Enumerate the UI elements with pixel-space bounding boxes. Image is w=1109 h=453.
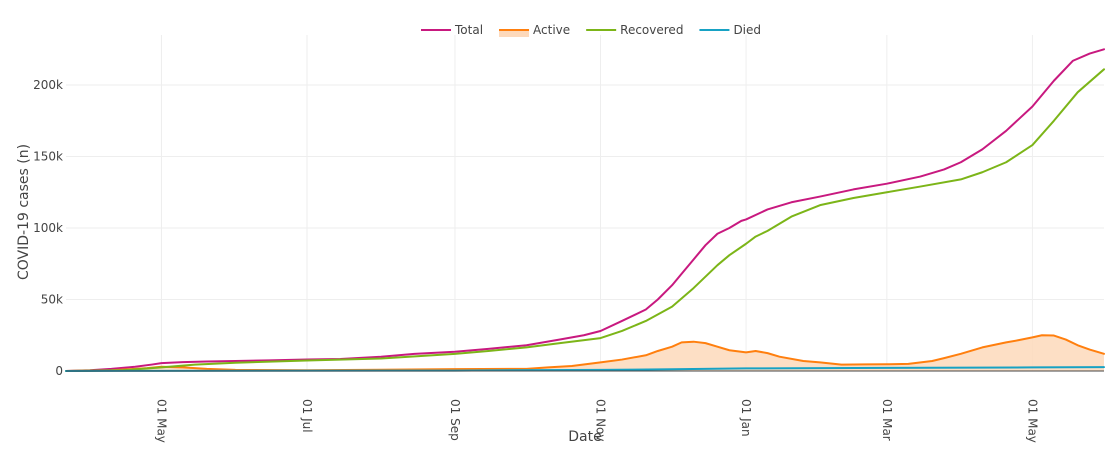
x-tick-labels: 01 May 01 Jul 01 Sep 01 Nov 01 Jan 01 Mar 01 M… — [154, 399, 1039, 443]
y-tick-label: 100k — [33, 221, 63, 235]
gridlines — [66, 35, 1104, 371]
y-tick-label: 200k — [33, 78, 63, 92]
x-axis-title: Date — [568, 429, 601, 445]
y-axis-title: COVID-19 cases (n) — [16, 144, 32, 280]
x-tick-label: 01 May — [154, 399, 168, 443]
series-line-total[interactable] — [65, 48, 1105, 372]
legend[interactable]: Total Active Recovered Died — [421, 23, 761, 37]
legend-item-active[interactable]: Active — [499, 23, 570, 37]
legend-label: Active — [533, 23, 570, 37]
legend-label: Died — [733, 23, 761, 37]
x-tick-label: 01 Jul — [300, 399, 314, 433]
y-tick-labels: 0 50k 100k 150k 200k — [33, 78, 63, 378]
series-line-recovered[interactable] — [65, 68, 1105, 372]
legend-item-recovered[interactable]: Recovered — [586, 23, 683, 37]
x-tick-label: 01 Sep — [448, 399, 462, 441]
x-tick-label: 01 Mar — [880, 399, 894, 441]
y-tick-label: 0 — [55, 364, 63, 378]
legend-item-died[interactable]: Died — [699, 23, 761, 37]
y-tick-label: 150k — [33, 150, 63, 164]
legend-item-total[interactable]: Total — [421, 23, 483, 37]
y-tick-label: 50k — [41, 293, 63, 307]
x-tick-label: 01 Jan — [739, 399, 753, 437]
legend-label: Total — [454, 23, 483, 37]
series-lines — [65, 48, 1105, 372]
x-tick-label: 01 May — [1025, 399, 1039, 443]
legend-label: Recovered — [620, 23, 683, 37]
legend-swatch-fill — [499, 29, 530, 37]
x-tick-label: 01 Nov — [594, 399, 608, 442]
